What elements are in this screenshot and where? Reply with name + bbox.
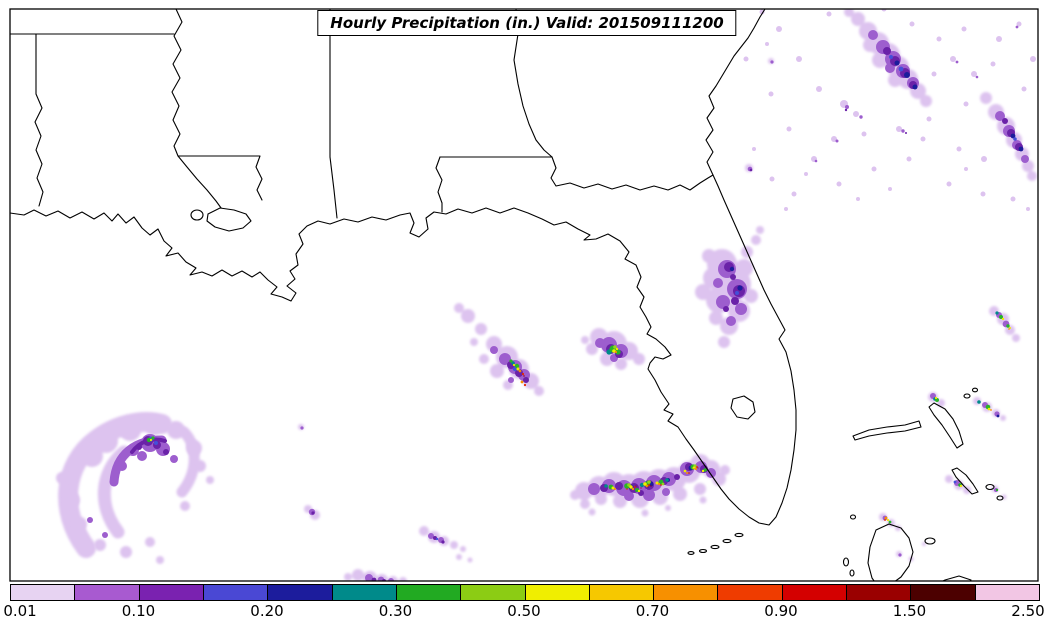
precip-atlantic-northeast xyxy=(743,9,1037,211)
map-canvas xyxy=(9,8,1039,582)
colorbar-segment xyxy=(654,585,719,600)
islands xyxy=(687,387,1004,581)
colorbar-segment xyxy=(11,585,76,600)
map-frame xyxy=(9,8,1039,582)
colorbar-segment xyxy=(75,585,140,600)
colorbar-tick: 0.70 xyxy=(635,602,670,620)
colorbar-segment xyxy=(203,585,269,600)
lake-okeechobee xyxy=(730,395,756,420)
colorbar-segment xyxy=(782,585,848,600)
precip-gulf-cell-east xyxy=(581,328,645,370)
colorbar-tick: 0.50 xyxy=(507,602,541,620)
colorbar-segment xyxy=(911,585,976,600)
precip-bahamas-cells xyxy=(879,392,1007,562)
colorbar-segment xyxy=(396,585,462,600)
lakes xyxy=(190,207,756,420)
colorbar-tick: 0.10 xyxy=(121,602,156,620)
colorbar-tick: 0.20 xyxy=(250,602,284,620)
state-borders xyxy=(10,9,714,219)
colorbar-segment xyxy=(847,585,912,600)
colorbar-segment xyxy=(525,585,590,600)
colorbar-segment xyxy=(268,585,333,600)
map-title: Hourly Precipitation (in.) Valid: 201509… xyxy=(317,10,737,36)
precip-gulf-cell-west xyxy=(454,303,544,396)
colorbar-segment xyxy=(461,585,526,600)
colorbar-segment xyxy=(589,585,655,600)
precip-florida-straits-line xyxy=(570,454,730,517)
precipitation-map xyxy=(9,8,1039,582)
colorbar-segment xyxy=(718,585,783,600)
colorbar-tick: 1.50 xyxy=(892,602,927,620)
colorbar-segment xyxy=(332,585,397,600)
precip-right-edge-cells xyxy=(989,306,1020,342)
colorbar xyxy=(10,584,1040,601)
coastline xyxy=(10,9,797,526)
map-title-text: Hourly Precipitation (in.) Valid: 201509… xyxy=(330,14,724,32)
precip-gulf-low xyxy=(56,411,214,564)
colorbar-segment xyxy=(139,585,204,600)
colorbar-tick: 2.50 xyxy=(1011,602,1045,620)
colorbar-tick: 0.90 xyxy=(764,602,798,620)
precip-scattered-gulf xyxy=(298,58,774,581)
colorbar-tick: 0.01 xyxy=(3,602,37,620)
colorbar-tick: 0.30 xyxy=(378,602,413,620)
precip-central-florida xyxy=(695,226,764,348)
colorbar-segment xyxy=(975,585,1039,600)
